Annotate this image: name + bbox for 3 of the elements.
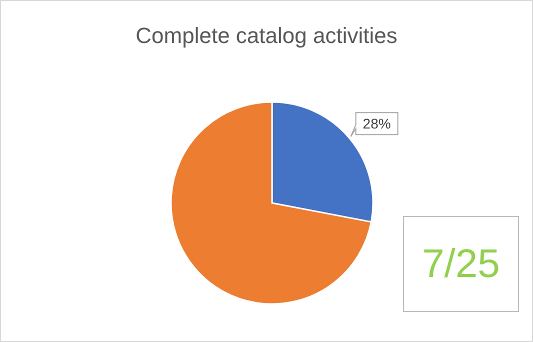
data-label: 28% [362, 116, 391, 132]
text: 7/25 [403, 216, 519, 312]
chart-title: Complete catalog activities [134, 23, 398, 49]
